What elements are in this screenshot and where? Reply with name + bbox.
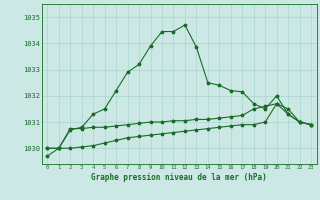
X-axis label: Graphe pression niveau de la mer (hPa): Graphe pression niveau de la mer (hPa) bbox=[91, 173, 267, 182]
